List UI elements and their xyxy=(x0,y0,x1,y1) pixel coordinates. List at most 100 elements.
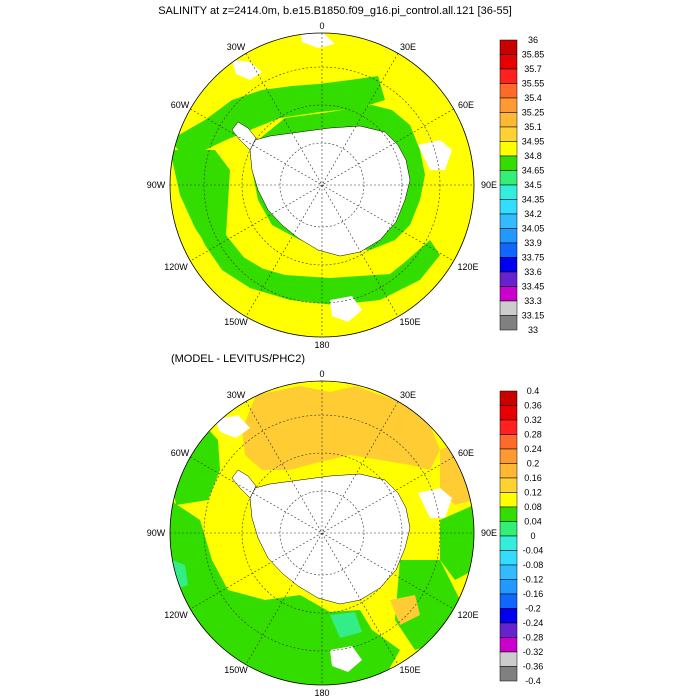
top-colorbar-swatch-12 xyxy=(499,213,518,229)
top-colorbar-swatch-11 xyxy=(499,199,518,215)
top-label-60e: 60E xyxy=(458,100,474,110)
bottom-colorbar-tick-label-18: -0.32 xyxy=(523,647,544,657)
bottom-map-border xyxy=(169,380,475,686)
top-label-0: 0 xyxy=(319,21,324,31)
top-label-90e: 90E xyxy=(481,180,497,190)
top-colorbar-tick-label-10: 34.5 xyxy=(524,180,542,190)
top-colorbar-tick-label-12: 34.2 xyxy=(524,209,542,219)
top-colorbar-swatch-13 xyxy=(499,228,518,244)
bottom-antarctic-peninsula xyxy=(231,469,257,499)
bottom-colorbar-tick-label-2: 0.32 xyxy=(524,415,542,425)
top-ice-patch-northwest xyxy=(232,60,262,80)
top-antarctic-peninsula xyxy=(231,121,257,151)
bottom-colorbar-tick-label-1: 0.36 xyxy=(524,401,542,411)
top-longitude-labels: 0 180 90W 90E 30W 30E 60W 60E 120W 120E … xyxy=(147,21,497,350)
bottom-colorbar-tick-label-10: 0 xyxy=(530,531,535,541)
top-ice-patch-south xyxy=(330,296,362,322)
bottom-colorbar-tick-label-13: -0.12 xyxy=(523,575,544,585)
bottom-label-90e: 90E xyxy=(481,528,497,538)
top-colorbar-swatch-7 xyxy=(499,141,518,157)
top-colorbar-tick-label-17: 33.45 xyxy=(522,282,545,292)
bottom-colorbar-tick-label-17: -0.28 xyxy=(523,633,544,643)
top-colorbar-swatch-1 xyxy=(499,54,518,70)
top-colorbar-tick-label-4: 35.4 xyxy=(524,93,542,103)
bottom-colorbar-swatch-9 xyxy=(499,521,518,537)
top-green-region-west-pacific xyxy=(170,150,310,296)
bottom-orange-patch-southeast xyxy=(390,595,420,625)
bottom-label-120w: 120W xyxy=(164,610,188,620)
bottom-teal-patch-south xyxy=(330,612,362,638)
bottom-colorbar-tick-label-9: 0.04 xyxy=(524,517,542,527)
bottom-green-region-east xyxy=(440,505,474,580)
bottom-colorbar-tick-label-19: -0.36 xyxy=(523,662,544,672)
top-ice-patch-east xyxy=(418,140,452,170)
bottom-colorbar-tick-label-0: 0.4 xyxy=(527,386,540,396)
bottom-colorbar-swatch-18 xyxy=(499,651,518,667)
bottom-label-60e: 60E xyxy=(458,448,474,458)
top-label-150e: 150E xyxy=(399,317,420,327)
top-green-region-drake xyxy=(170,76,385,158)
bottom-colorbar-tick-label-14: -0.16 xyxy=(523,589,544,599)
bottom-colorbar-swatch-3 xyxy=(499,434,518,450)
bottom-orange-region-atlantic xyxy=(242,386,440,470)
top-ice-patch-north xyxy=(300,33,335,48)
bottom-graticule xyxy=(170,381,474,685)
top-colorbar-swatch-6 xyxy=(499,126,518,142)
bottom-colorbar-swatch-13 xyxy=(499,579,518,595)
top-colorbar-tick-label-15: 33.75 xyxy=(522,253,545,263)
bottom-colorbar-swatch-0 xyxy=(499,390,518,406)
bottom-green-region-pacific xyxy=(170,500,400,685)
top-colorbar-swatch-10 xyxy=(499,184,518,200)
top-colorbar-swatch-3 xyxy=(499,83,518,99)
bottom-label-120e: 120E xyxy=(457,610,478,620)
bottom-colorbar-tick-label-20: -0.4 xyxy=(525,676,541,686)
top-colorbar: 36 35.85 35.7 35.55 35.4 35.25 35.1 34.95 34.8 34… xyxy=(499,35,545,335)
top-colorbar-swatch-2 xyxy=(499,68,518,84)
bottom-colorbar-tick-label-7: 0.12 xyxy=(524,488,542,498)
top-label-60w: 60W xyxy=(171,100,190,110)
top-colorbar-tick-label-2: 35.7 xyxy=(524,64,542,74)
bottom-label-150w: 150W xyxy=(224,665,248,675)
top-label-120w: 120W xyxy=(164,262,188,272)
top-colorbar-tick-label-11: 34.35 xyxy=(522,195,545,205)
bottom-colorbar-swatch-19 xyxy=(499,666,518,682)
bottom-colorbar-tick-label-11: -0.04 xyxy=(523,546,544,556)
top-colorbar-tick-label-0: 36 xyxy=(528,35,538,45)
top-colorbar-tick-label-16: 33.6 xyxy=(524,267,542,277)
top-colorbar-tick-label-7: 34.95 xyxy=(522,137,545,147)
bottom-colorbar-tick-label-4: 0.24 xyxy=(524,444,542,454)
bottom-colorbar-swatch-16 xyxy=(499,622,518,638)
top-colorbar-swatch-18 xyxy=(499,300,518,316)
bottom-colorbar-tick-label-6: 0.16 xyxy=(524,473,542,483)
top-label-90w: 90W xyxy=(147,180,166,190)
bottom-colorbar-tick-label-5: 0.2 xyxy=(527,459,540,469)
bottom-colorbar-tick-label-12: -0.08 xyxy=(523,560,544,570)
bottom-antarctica xyxy=(249,473,411,605)
top-label-150w: 150W xyxy=(224,317,248,327)
bottom-longitude-labels: 0 180 90W 90E 30W 30E 60W 60E 120W 120E … xyxy=(147,369,497,698)
top-colorbar-swatch-19 xyxy=(499,315,518,331)
bottom-colorbar: 0.4 0.36 0.32 0.28 0.24 0.2 0.16 0.12 0.08 0.04 0 -… xyxy=(499,386,544,686)
top-colorbar-tick-label-3: 35.55 xyxy=(522,79,545,89)
bottom-colorbar-tick-label-15: -0.2 xyxy=(525,604,541,614)
top-graticule xyxy=(170,33,474,337)
top-colorbar-swatch-14 xyxy=(499,242,518,258)
bottom-colorbar-swatch-14 xyxy=(499,593,518,609)
bottom-label-180: 180 xyxy=(314,688,329,698)
top-colorbar-tick-label-18: 33.3 xyxy=(524,296,542,306)
top-colorbar-tick-label-1: 35.85 xyxy=(522,50,545,60)
bottom-colorbar-tick-label-3: 0.28 xyxy=(524,430,542,440)
top-colorbar-tick-label-5: 35.25 xyxy=(522,108,545,118)
top-colorbar-tick-label-20: 33 xyxy=(528,325,538,335)
bottom-colorbar-swatch-17 xyxy=(499,637,518,653)
bottom-colorbar-swatch-1 xyxy=(499,405,518,421)
top-map-border xyxy=(169,32,475,338)
bottom-colorbar-swatch-2 xyxy=(499,419,518,435)
top-colorbar-swatch-9 xyxy=(499,170,518,186)
bottom-colorbar-swatch-12 xyxy=(499,564,518,580)
top-label-30w: 30W xyxy=(227,42,246,52)
bottom-ice-patch-northwest xyxy=(215,415,250,438)
top-colorbar-swatch-4 xyxy=(499,97,518,113)
bottom-label-0: 0 xyxy=(319,369,324,379)
